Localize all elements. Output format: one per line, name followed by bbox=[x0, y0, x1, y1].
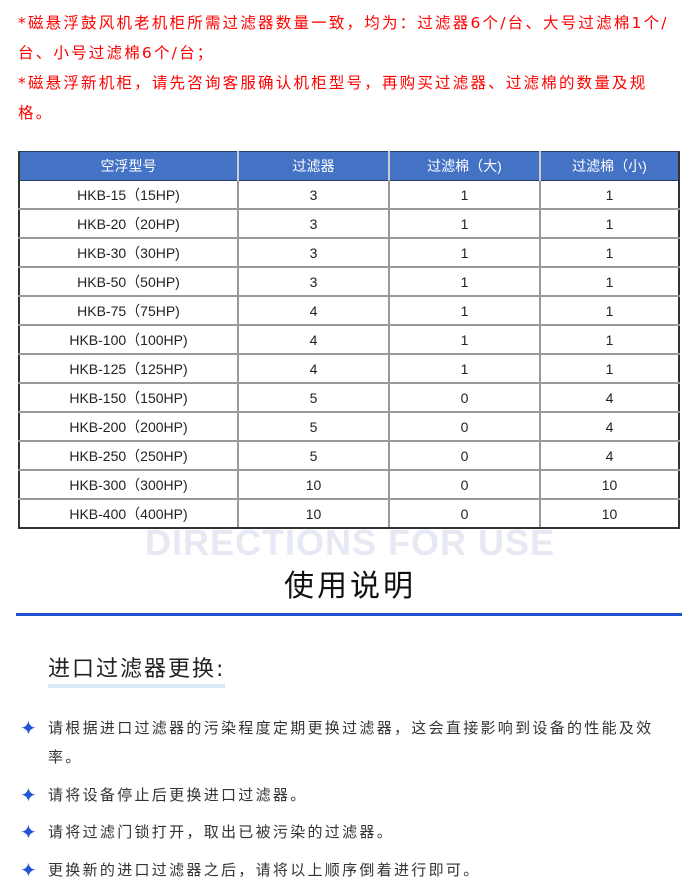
four-point-star-icon: ✦ bbox=[20, 820, 40, 844]
table-cell: 1 bbox=[539, 324, 680, 355]
table-cell: 3 bbox=[237, 208, 390, 239]
table-cell: HKB-250（250HP) bbox=[18, 440, 239, 471]
table-row: HKB-75（75HP) 4 1 1 bbox=[18, 295, 680, 326]
header-cotton-large: 过滤棉（大) bbox=[388, 151, 541, 181]
table-row: HKB-20（20HP) 3 1 1 bbox=[18, 208, 680, 239]
list-item: ✦ 请将设备停止后更换进口过滤器。 bbox=[20, 781, 680, 810]
watermark-text: DIRECTIONS FOR USE bbox=[144, 522, 556, 563]
table-cell: HKB-150（150HP) bbox=[18, 382, 239, 413]
table-cell: 1 bbox=[539, 208, 680, 239]
table-cell: 0 bbox=[388, 411, 541, 442]
table-cell: 3 bbox=[237, 266, 390, 297]
table-row: HKB-400（400HP) 10 0 10 bbox=[18, 498, 680, 529]
table-cell: 3 bbox=[237, 180, 390, 210]
note-old-cabinet: *磁悬浮鼓风机老机柜所需过滤器数量一致，均为：过滤器6个/台、大号过滤棉1个/台… bbox=[18, 14, 669, 62]
table-row: HKB-50（50HP) 3 1 1 bbox=[18, 266, 680, 297]
table-cell: 10 bbox=[237, 498, 390, 529]
four-point-star-icon: ✦ bbox=[20, 716, 40, 740]
table-cell: 3 bbox=[237, 237, 390, 268]
table-row: HKB-200（200HP) 5 0 4 bbox=[18, 411, 680, 442]
table-cell: 1 bbox=[539, 295, 680, 326]
header-filter: 过滤器 bbox=[237, 151, 390, 181]
table-cell: 5 bbox=[237, 440, 390, 471]
section-subtitle: 进口过滤器更换: bbox=[48, 656, 226, 688]
table-cell: HKB-125（125HP) bbox=[18, 353, 239, 384]
table-cell: 0 bbox=[388, 469, 541, 500]
filter-quantity-table: 空浮型号 过滤器 过滤棉（大) 过滤棉（小) HKB-15（15HP) 3 1 1 HK… bbox=[18, 151, 680, 529]
table-cell: 0 bbox=[388, 382, 541, 413]
table-cell: 5 bbox=[237, 382, 390, 413]
table-cell: HKB-30（30HP) bbox=[18, 237, 239, 268]
table-cell: 4 bbox=[539, 382, 680, 413]
table-cell: 1 bbox=[539, 266, 680, 297]
table-cell: 1 bbox=[539, 353, 680, 384]
table-row: HKB-15（15HP) 3 1 1 bbox=[18, 180, 680, 210]
table-cell: 1 bbox=[539, 180, 680, 210]
four-point-star-icon: ✦ bbox=[20, 858, 40, 882]
table-cell: 1 bbox=[388, 353, 541, 384]
table-cell: 4 bbox=[237, 353, 390, 384]
note-new-cabinet: *磁悬浮新机柜，请先咨询客服确认机柜型号，再购买过滤器、过滤棉的数量及规格。 bbox=[18, 74, 648, 122]
four-point-star-icon: ✦ bbox=[20, 783, 40, 807]
table-cell: 1 bbox=[388, 180, 541, 210]
table-row: HKB-250（250HP) 5 0 4 bbox=[18, 440, 680, 471]
list-item: ✦ 更换新的进口过滤器之后，请将以上顺序倒着进行即可。 bbox=[20, 856, 680, 885]
table-cell: HKB-400（400HP) bbox=[18, 498, 239, 529]
table-cell: HKB-75（75HP) bbox=[18, 295, 239, 326]
table-cell: HKB-300（300HP) bbox=[18, 469, 239, 500]
divider bbox=[16, 613, 682, 616]
table-cell: HKB-200（200HP) bbox=[18, 411, 239, 442]
table-cell: 4 bbox=[539, 440, 680, 471]
section-title: 使用说明 bbox=[284, 569, 416, 604]
table-row: HKB-30（30HP) 3 1 1 bbox=[18, 237, 680, 268]
table-cell: 4 bbox=[237, 295, 390, 326]
table-cell: 10 bbox=[539, 469, 680, 500]
header-cotton-small: 过滤棉（小) bbox=[539, 151, 680, 181]
table-cell: 4 bbox=[539, 411, 680, 442]
table-cell: HKB-20（20HP) bbox=[18, 208, 239, 239]
table-cell: 1 bbox=[388, 237, 541, 268]
list-item: ✦ 请将过滤门锁打开，取出已被污染的过滤器。 bbox=[20, 818, 680, 847]
table-cell: 1 bbox=[388, 266, 541, 297]
table-row: HKB-100（100HP) 4 1 1 bbox=[18, 324, 680, 355]
notes: *磁悬浮鼓风机老机柜所需过滤器数量一致，均为：过滤器6个/台、大号过滤棉1个/台… bbox=[18, 8, 682, 128]
table-row: HKB-125（125HP) 4 1 1 bbox=[18, 353, 680, 384]
list-item: ✦ 请根据进口过滤器的污染程度定期更换过滤器，这会直接影响到设备的性能及效率。 bbox=[20, 714, 680, 772]
table-cell: 10 bbox=[237, 469, 390, 500]
table-row: HKB-150（150HP) 5 0 4 bbox=[18, 382, 680, 413]
table-cell: 5 bbox=[237, 411, 390, 442]
table-cell: 1 bbox=[388, 295, 541, 326]
table-cell: HKB-100（100HP) bbox=[18, 324, 239, 355]
table-cell: 10 bbox=[539, 498, 680, 529]
header-model: 空浮型号 bbox=[18, 151, 239, 181]
table-cell: 4 bbox=[237, 324, 390, 355]
table-cell: HKB-15（15HP) bbox=[18, 180, 239, 210]
table-cell: 1 bbox=[388, 324, 541, 355]
table-header: 空浮型号 过滤器 过滤棉（大) 过滤棉（小) bbox=[18, 151, 680, 181]
table-cell: 1 bbox=[388, 208, 541, 239]
table-cell: 1 bbox=[539, 237, 680, 268]
table-cell: 0 bbox=[388, 440, 541, 471]
table-cell: HKB-50（50HP) bbox=[18, 266, 239, 297]
table-row: HKB-300（300HP) 10 0 10 bbox=[18, 469, 680, 500]
